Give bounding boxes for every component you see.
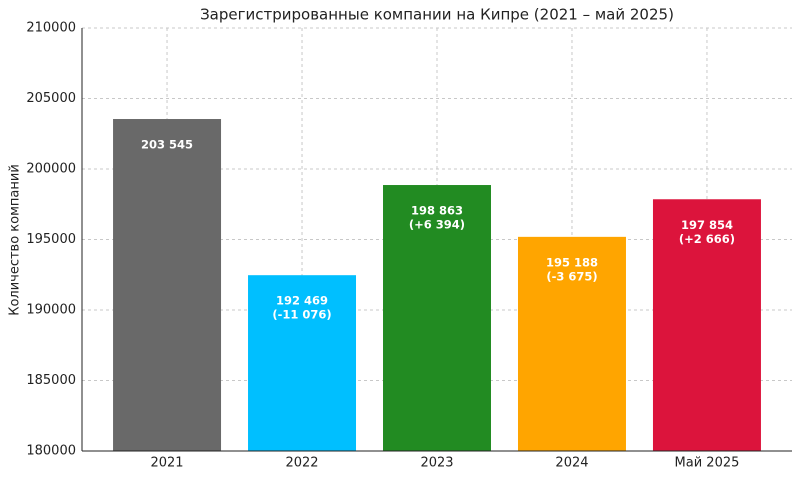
bar bbox=[652, 199, 761, 451]
change-label: (+2 666) bbox=[679, 232, 735, 246]
y-tick-label: 200000 bbox=[26, 162, 76, 177]
value-label: 192 469 bbox=[276, 294, 328, 308]
chart-title: Зарегистрированные компании на Кипре (20… bbox=[200, 6, 674, 24]
x-tick-label: 2021 bbox=[150, 456, 183, 471]
y-tick-label: 180000 bbox=[26, 444, 76, 459]
bar bbox=[113, 119, 222, 451]
change-label: (-11 076) bbox=[272, 308, 331, 322]
y-tick-label: 210000 bbox=[26, 21, 76, 36]
y-axis-label: Количество компаний bbox=[8, 164, 23, 316]
y-tick-label: 195000 bbox=[26, 232, 76, 247]
y-tick-label: 205000 bbox=[26, 91, 76, 106]
x-tick-label: 2022 bbox=[285, 456, 318, 471]
value-label: 197 854 bbox=[681, 218, 733, 232]
bar bbox=[248, 275, 357, 451]
x-tick-label: Май 2025 bbox=[675, 456, 740, 471]
change-label: (-3 675) bbox=[546, 269, 597, 283]
y-tick-label: 185000 bbox=[26, 373, 76, 388]
x-tick-label: 2024 bbox=[555, 456, 588, 471]
bar bbox=[383, 185, 491, 452]
value-label: 195 188 bbox=[546, 255, 598, 269]
value-label: 198 863 bbox=[411, 204, 463, 218]
value-label: 203 545 bbox=[141, 138, 193, 152]
change-label: (+6 394) bbox=[409, 218, 465, 232]
x-tick-label: 2023 bbox=[420, 456, 453, 471]
bar bbox=[517, 236, 626, 451]
y-tick-label: 190000 bbox=[26, 303, 76, 318]
